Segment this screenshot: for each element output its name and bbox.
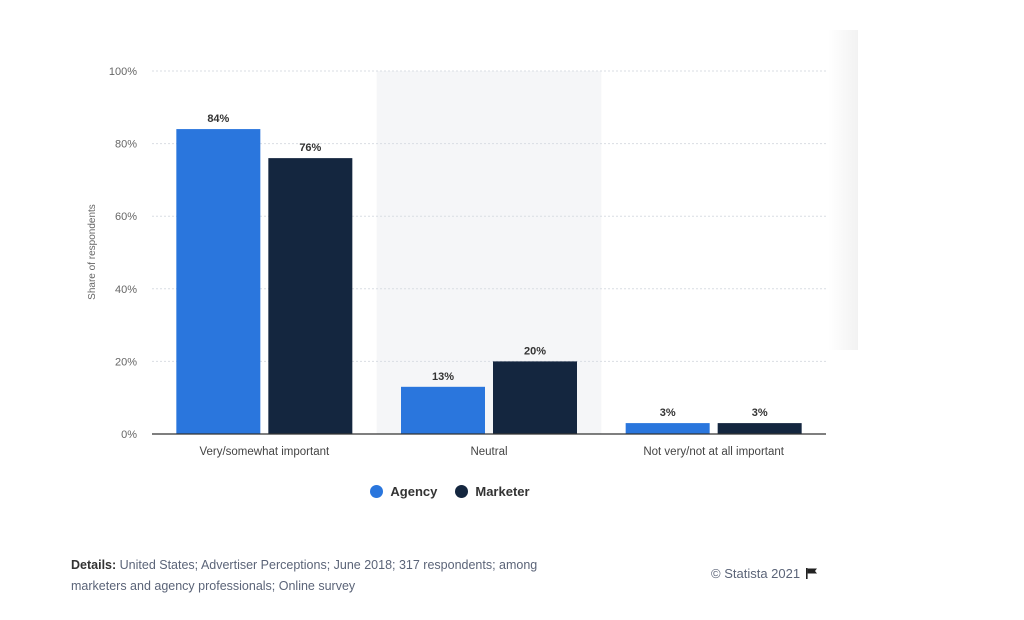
x-tick-label: Neutral (470, 446, 507, 458)
legend-dot-agency (370, 485, 384, 498)
page-edge-shadow (828, 30, 858, 350)
bar (625, 423, 710, 434)
legend: Agency Marketer (0, 484, 900, 499)
legend-item-marketer[interactable]: Marketer (455, 484, 530, 499)
y-tick-label: 60% (115, 211, 137, 223)
y-tick-label: 100% (109, 66, 137, 78)
data-label: 13% (432, 371, 454, 383)
copyright: © Statista 2021 (711, 566, 818, 581)
bar (401, 386, 485, 434)
bar-chart: 0% 20% 40% 60% 80% 100% Share of respondents 84… (87, 66, 826, 458)
y-tick-label: 20% (115, 356, 137, 368)
data-label: 84% (207, 113, 229, 125)
x-tick-label: Not very/not at all important (643, 446, 784, 458)
details-label: Details: (71, 558, 117, 572)
legend-label-marketer: Marketer (475, 484, 530, 499)
legend-item-agency[interactable]: Agency (370, 484, 437, 499)
x-tick-label: Very/somewhat important (199, 446, 330, 458)
data-label: 3% (752, 407, 768, 419)
copyright-text: © Statista 2021 (711, 566, 801, 581)
y-tick-label: 0% (121, 429, 137, 441)
data-label: 3% (660, 407, 676, 419)
data-label: 20% (524, 345, 546, 357)
y-tick-label: 40% (115, 284, 137, 296)
y-tick-label: 80% (115, 139, 137, 151)
details-text: Details: United States; Advertiser Perce… (71, 555, 591, 597)
details-body: United States; Advertiser Perceptions; J… (71, 558, 538, 593)
legend-dot-marketer (455, 485, 469, 498)
bar (493, 361, 577, 434)
bar (268, 158, 353, 434)
bar (176, 129, 261, 434)
bar (717, 423, 802, 434)
flag-icon[interactable] (806, 568, 818, 579)
y-axis-title: Share of respondents (87, 204, 98, 300)
data-label: 76% (299, 142, 321, 154)
legend-label-agency: Agency (390, 484, 438, 499)
